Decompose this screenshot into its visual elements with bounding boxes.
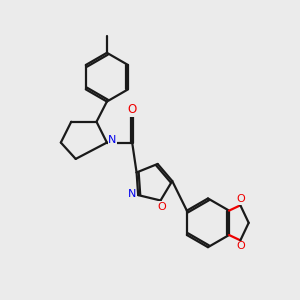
Text: O: O [236, 194, 245, 204]
Text: N: N [108, 135, 116, 145]
Text: N: N [128, 189, 136, 199]
Text: O: O [128, 103, 137, 116]
Text: O: O [158, 202, 166, 212]
Text: O: O [236, 241, 245, 251]
